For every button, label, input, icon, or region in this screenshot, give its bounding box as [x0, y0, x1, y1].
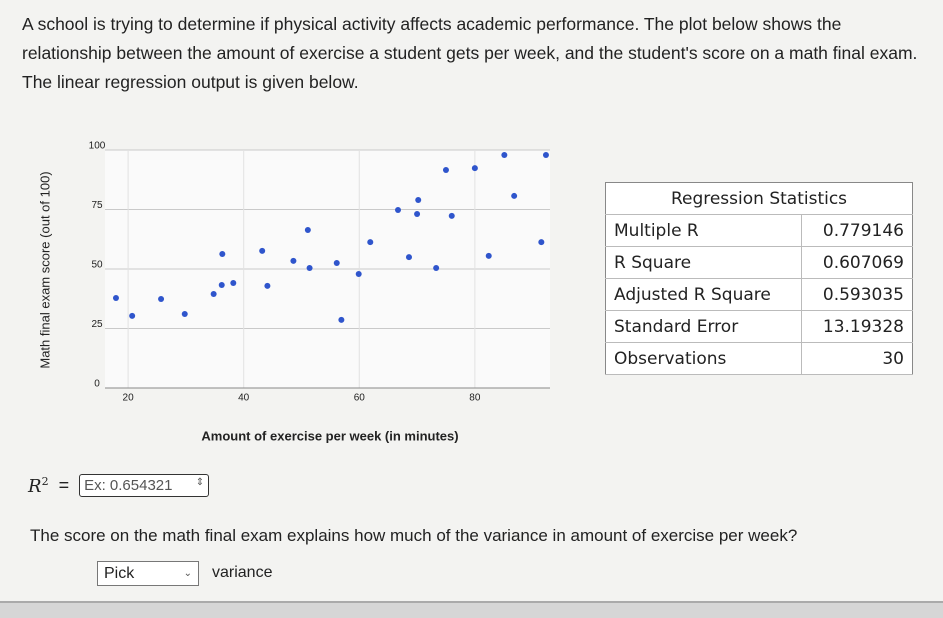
stat-value: 30	[801, 342, 913, 375]
point	[448, 212, 455, 219]
point	[511, 192, 518, 199]
point	[181, 310, 188, 317]
stat-label: Adjusted R Square	[605, 278, 802, 311]
y-tick-label: 0	[94, 379, 100, 390]
point	[264, 282, 271, 289]
point	[218, 281, 225, 288]
y-tick-label: 75	[91, 200, 103, 211]
point	[501, 151, 508, 158]
table-row: Multiple R 0.779146	[605, 214, 913, 247]
point	[542, 151, 549, 158]
point	[129, 312, 136, 319]
table-row: Observations 30	[605, 342, 913, 375]
bottom-bar	[0, 601, 943, 618]
r2-input[interactable]: Ex: 0.654321 ⇕	[79, 474, 210, 497]
point	[259, 247, 266, 254]
point	[306, 265, 313, 272]
r2-label: R2	[28, 475, 49, 497]
stat-value: 13.19328	[801, 310, 913, 343]
stat-label: Multiple R	[605, 214, 802, 247]
point	[112, 295, 119, 302]
y-tick-label: 50	[91, 260, 103, 271]
x-tick-label: 80	[469, 393, 481, 404]
pick-select[interactable]: Pick ⌄	[97, 561, 199, 586]
intro-text: A school is trying to determine if physi…	[22, 14, 918, 92]
point	[395, 206, 402, 213]
r2-base: R	[28, 475, 42, 497]
point	[158, 295, 165, 302]
stat-value: 0.593035	[801, 278, 913, 311]
x-tick-label: 20	[123, 393, 135, 404]
chart: Amount of exercise per week (in minutes)…	[37, 141, 550, 443]
question: The score on the math final exam explain…	[30, 526, 798, 545]
table-row: Adjusted R Square 0.593035	[605, 278, 913, 311]
point	[415, 196, 422, 203]
point	[442, 166, 449, 173]
x-axis-label: Amount of exercise per week (in minutes)	[201, 428, 458, 443]
input-placeholder: Ex: 0.654321	[84, 477, 173, 494]
y-tick-label: 25	[91, 319, 103, 330]
select-suffix: variance	[212, 564, 273, 581]
point	[355, 270, 362, 277]
r2-row: R2 = Ex: 0.654321 ⇕	[28, 474, 210, 497]
point	[304, 226, 311, 233]
equals: =	[58, 475, 70, 495]
table-row: R Square 0.607069	[605, 246, 913, 279]
table-row: Standard Error 13.19328	[605, 310, 913, 343]
x-tick-label: 60	[354, 393, 366, 404]
point	[210, 290, 217, 297]
point	[219, 251, 226, 258]
y-tick-label: 100	[89, 141, 106, 152]
table-header: Regression Statistics	[605, 182, 913, 215]
point	[433, 265, 440, 272]
stat-label: Observations	[605, 342, 802, 375]
point	[333, 260, 340, 267]
point	[485, 252, 492, 259]
point	[230, 280, 237, 287]
point	[538, 239, 545, 246]
stat-value: 0.607069	[801, 246, 913, 279]
y-axis-label: Math final exam score (out of 100)	[37, 171, 52, 368]
point	[405, 254, 412, 261]
stat-label: R Square	[605, 246, 802, 279]
point	[290, 257, 297, 264]
point	[367, 239, 374, 246]
point	[471, 165, 478, 172]
r2-sup: 2	[41, 474, 49, 488]
regression-table: Regression Statistics Multiple R 0.779146…	[605, 182, 913, 375]
stat-label: Standard Error	[605, 310, 802, 343]
stat-value: 0.779146	[801, 214, 913, 247]
point	[338, 316, 345, 323]
x-tick-label: 40	[238, 393, 250, 404]
select-placeholder: Pick	[104, 564, 135, 582]
point	[414, 211, 421, 218]
